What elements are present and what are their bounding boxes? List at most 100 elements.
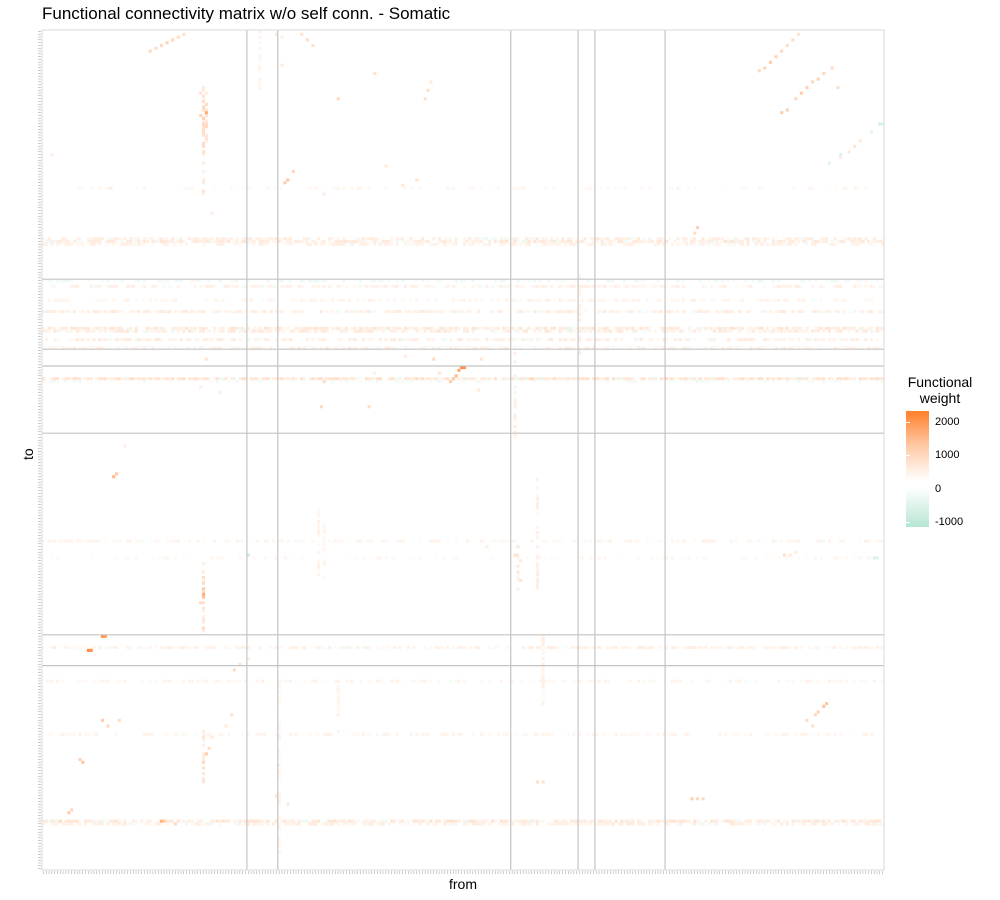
heatmap-cell xyxy=(589,556,593,560)
heatmap-cell xyxy=(126,298,130,302)
heatmap-cell xyxy=(434,819,439,823)
heatmap-cell xyxy=(342,326,346,330)
heatmap-cell xyxy=(485,819,489,823)
heatmap-cell xyxy=(667,822,671,826)
heatmap-cell xyxy=(505,326,509,330)
heatmap-cell xyxy=(597,329,601,333)
heatmap-cell xyxy=(600,819,604,823)
heatmap-cell xyxy=(429,679,433,683)
heatmap-cell xyxy=(319,646,323,650)
heatmap-cell xyxy=(499,338,503,342)
heatmap-cell xyxy=(524,240,528,244)
heatmap-cell xyxy=(833,380,837,384)
heatmap-cell xyxy=(336,707,340,711)
heatmap-cell xyxy=(303,240,307,244)
heatmap-cell xyxy=(749,539,753,543)
heatmap-cell xyxy=(100,346,105,350)
heatmap-cell xyxy=(322,562,326,566)
heatmap-cell xyxy=(395,679,399,683)
heatmap-cell xyxy=(673,819,677,823)
heatmap-cell xyxy=(232,284,236,288)
heatmap-cell xyxy=(606,822,610,826)
heatmap-cell xyxy=(367,310,371,314)
heatmap-cell xyxy=(738,679,742,683)
heatmap-cell xyxy=(342,646,346,650)
heatmap-cell xyxy=(353,329,357,333)
heatmap-cell xyxy=(493,377,497,381)
heatmap-cell xyxy=(50,556,54,560)
heatmap-cell xyxy=(622,539,627,543)
heatmap-cell xyxy=(451,186,455,190)
heatmap-cell xyxy=(218,819,222,823)
heatmap-cell xyxy=(606,819,610,823)
heatmap-cell xyxy=(78,326,82,330)
heatmap-cell xyxy=(732,326,736,330)
heatmap-cell xyxy=(117,718,121,722)
heatmap-cell xyxy=(864,284,868,288)
heatmap-cell xyxy=(317,338,321,342)
heatmap-cell xyxy=(853,329,857,333)
heatmap-cell xyxy=(634,284,638,288)
heatmap-cell xyxy=(701,539,705,543)
heatmap-cell xyxy=(606,329,610,333)
heatmap-cell xyxy=(766,732,770,736)
heatmap-cell xyxy=(544,329,548,333)
heatmap-cell xyxy=(277,749,281,753)
heatmap-cell xyxy=(162,646,166,650)
heatmap-cell xyxy=(872,242,876,246)
heatmap-cell xyxy=(608,646,613,650)
heatmap-cell xyxy=(552,539,556,543)
heatmap-cell xyxy=(131,284,135,288)
heatmap-cell xyxy=(277,797,281,801)
heatmap-cell xyxy=(86,279,91,283)
heatmap-cell xyxy=(541,657,545,661)
heatmap-cell xyxy=(193,338,197,342)
heatmap-cell xyxy=(437,380,441,384)
heatmap-cell xyxy=(157,377,161,381)
heatmap-cell xyxy=(738,326,742,330)
heatmap-cell xyxy=(201,587,206,591)
heatmap-cell xyxy=(100,310,105,314)
heatmap-cell xyxy=(771,646,775,650)
heatmap-cell xyxy=(550,338,554,342)
heatmap-cell xyxy=(277,825,281,829)
heatmap-cell xyxy=(729,329,733,333)
heatmap-cell xyxy=(550,377,554,381)
heatmap-cell xyxy=(171,329,175,333)
heatmap-cell xyxy=(322,298,326,302)
heatmap-cell xyxy=(143,298,147,302)
heatmap-cell xyxy=(690,679,694,683)
heatmap-cell xyxy=(235,310,239,314)
heatmap-cell xyxy=(187,646,192,650)
heatmap-cell xyxy=(61,539,65,543)
heatmap-cell xyxy=(72,819,76,823)
x-axis-ticks xyxy=(43,871,883,874)
heatmap-cell xyxy=(651,646,655,650)
heatmap-cell xyxy=(811,329,815,333)
heatmap-cell xyxy=(690,237,694,241)
heatmap-cell xyxy=(201,595,206,599)
heatmap-cell xyxy=(224,237,228,241)
heatmap-cell xyxy=(308,186,312,190)
heatmap-cell xyxy=(252,284,256,288)
heatmap-cell xyxy=(140,819,144,823)
heatmap-cell xyxy=(648,377,652,381)
heatmap-cell xyxy=(822,237,826,241)
heatmap-cell xyxy=(718,732,722,736)
heatmap-cell xyxy=(603,556,607,560)
heatmap-cell xyxy=(165,819,169,823)
heatmap-cell xyxy=(317,284,321,288)
heatmap-cell xyxy=(53,346,57,350)
heatmap-cell xyxy=(404,338,408,342)
heatmap-cell xyxy=(137,310,141,314)
heatmap-cell xyxy=(841,326,846,330)
heatmap-cell xyxy=(201,189,206,193)
heatmap-cell xyxy=(322,326,326,330)
heatmap-cell xyxy=(266,329,270,333)
heatmap-cell xyxy=(286,326,290,330)
heatmap-cell xyxy=(89,819,93,823)
heatmap-cell xyxy=(524,329,528,333)
heatmap-cell xyxy=(687,732,691,736)
heatmap-cell xyxy=(345,380,349,384)
heatmap-cell xyxy=(757,298,761,302)
